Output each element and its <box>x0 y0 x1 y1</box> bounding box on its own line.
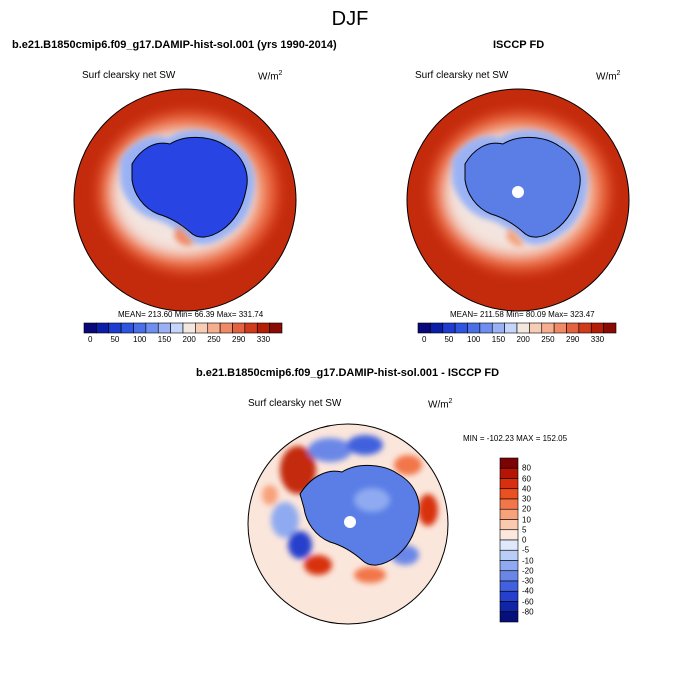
model-colorbar <box>83 322 283 334</box>
colorbar-swatch <box>195 322 209 334</box>
model-variable-label: Surf clearsky net SW <box>82 70 176 81</box>
obs-stats: MEAN= 211.58 Min= 80.09 Max= 323.47 <box>450 310 595 319</box>
colorbar-tick-label: -5 <box>522 545 530 555</box>
colorbar-tick-label: -40 <box>522 586 534 596</box>
colorbar-swatch <box>499 488 519 500</box>
colorbar-swatch <box>96 322 110 334</box>
colorbar-swatch <box>541 322 555 334</box>
colorbar-swatch <box>553 322 567 334</box>
colorbar-tick-label: 20 <box>522 504 531 514</box>
model-polar-map <box>73 88 297 312</box>
colorbar-swatch <box>133 322 147 334</box>
colorbar-swatch <box>182 322 196 334</box>
colorbar-swatch <box>504 322 518 334</box>
colorbar-tick-label: 10 <box>522 515 531 524</box>
colorbar-swatch <box>157 322 171 334</box>
colorbar-tick-label: 150 <box>491 335 506 344</box>
diff-stats: MIN = -102.23 MAX = 152.05 <box>463 434 568 443</box>
colorbar-swatch <box>108 322 122 334</box>
colorbar-swatch <box>467 322 481 334</box>
colorbar-tick-label: 50 <box>444 335 454 344</box>
colorbar-tick-label: -30 <box>522 576 534 586</box>
colorbar-swatch <box>499 519 519 531</box>
obs-units-label: W/m2 <box>596 70 621 83</box>
obs-polar-map <box>406 88 630 312</box>
colorbar-swatch <box>207 322 221 334</box>
diff-polar-map <box>247 423 449 625</box>
colorbar-swatch <box>499 478 519 490</box>
colorbar-swatch <box>232 322 246 334</box>
colorbar-swatch <box>219 322 233 334</box>
colorbar-swatch <box>590 322 604 334</box>
obs-panel-title: ISCCP FD <box>493 39 545 51</box>
colorbar-swatch <box>603 322 617 334</box>
colorbar-tick-label: 150 <box>157 335 172 344</box>
colorbar-swatch <box>256 322 270 334</box>
colorbar-tick-label: 0 <box>421 335 427 344</box>
diff-panel-title: b.e21.B1850cmip6.f09_g17.DAMIP-hist-sol.… <box>196 367 500 379</box>
colorbar-swatch <box>499 508 519 520</box>
colorbar-swatch <box>269 322 283 334</box>
colorbar-swatch <box>499 549 519 561</box>
colorbar-tick-label: 200 <box>182 335 196 344</box>
colorbar-swatch <box>499 570 519 582</box>
diff-variable-label: Surf clearsky net SW <box>248 398 342 409</box>
colorbar-tick-label: 290 <box>232 335 246 344</box>
colorbar-swatch <box>499 539 519 551</box>
colorbar-tick-label: 30 <box>522 494 531 504</box>
obs-colorbar <box>417 322 617 334</box>
colorbar-tick-label: -10 <box>522 556 534 565</box>
colorbar-tick-label: 0 <box>522 535 527 545</box>
colorbar-swatch <box>442 322 456 334</box>
colorbar-swatch <box>499 457 519 469</box>
colorbar-swatch <box>499 529 519 541</box>
model-panel-title: b.e21.B1850cmip6.f09_g17.DAMIP-hist-sol.… <box>12 39 337 51</box>
colorbar-tick-label: 290 <box>566 335 580 344</box>
colorbar-swatch <box>578 322 592 334</box>
obs-variable-label: Surf clearsky net SW <box>415 70 509 81</box>
colorbar-swatch <box>244 322 258 334</box>
colorbar-swatch <box>499 467 519 479</box>
colorbar-tick-label: 0 <box>87 335 93 344</box>
colorbar-swatch <box>479 322 493 334</box>
colorbar-swatch <box>566 322 580 334</box>
colorbar-swatch <box>430 322 444 334</box>
colorbar-tick-label: 40 <box>522 484 531 494</box>
model-units-label: W/m2 <box>258 70 283 83</box>
colorbar-tick-label: -80 <box>522 607 534 617</box>
colorbar-tick-label: 80 <box>522 463 531 473</box>
colorbar-swatch <box>491 322 505 334</box>
colorbar-tick-label: 100 <box>133 335 147 344</box>
colorbar-tick-label: -20 <box>522 566 534 576</box>
colorbar-swatch <box>83 322 97 334</box>
diff-units-label: W/m2 <box>428 398 453 411</box>
colorbar-tick-label: 250 <box>207 335 221 344</box>
colorbar-swatch <box>170 322 184 334</box>
colorbar-swatch <box>499 601 519 613</box>
colorbar-swatch <box>499 590 519 602</box>
colorbar-swatch <box>516 322 530 334</box>
colorbar-tick-label: 330 <box>256 335 271 344</box>
colorbar-swatch <box>145 322 159 334</box>
colorbar-tick-label: 250 <box>541 335 555 344</box>
colorbar-tick-label: 50 <box>110 335 120 344</box>
model-stats: MEAN= 213.60 Min= 66.39 Max= 331.74 <box>118 310 264 319</box>
colorbar-swatch <box>499 611 519 623</box>
colorbar-tick-label: -60 <box>522 597 534 606</box>
colorbar-tick-label: 5 <box>522 525 527 535</box>
colorbar-swatch <box>499 498 519 510</box>
colorbar-tick-label: 200 <box>516 335 530 344</box>
season-title: DJF <box>331 8 369 30</box>
colorbar-swatch <box>499 580 519 592</box>
diff-colorbar <box>499 457 519 623</box>
colorbar-swatch <box>120 322 134 334</box>
colorbar-tick-label: 60 <box>522 474 531 483</box>
colorbar-tick-label: 330 <box>590 335 605 344</box>
colorbar-swatch <box>417 322 431 334</box>
colorbar-tick-label: 100 <box>467 335 481 344</box>
colorbar-swatch <box>529 322 543 334</box>
colorbar-swatch <box>454 322 468 334</box>
colorbar-swatch <box>499 560 519 572</box>
